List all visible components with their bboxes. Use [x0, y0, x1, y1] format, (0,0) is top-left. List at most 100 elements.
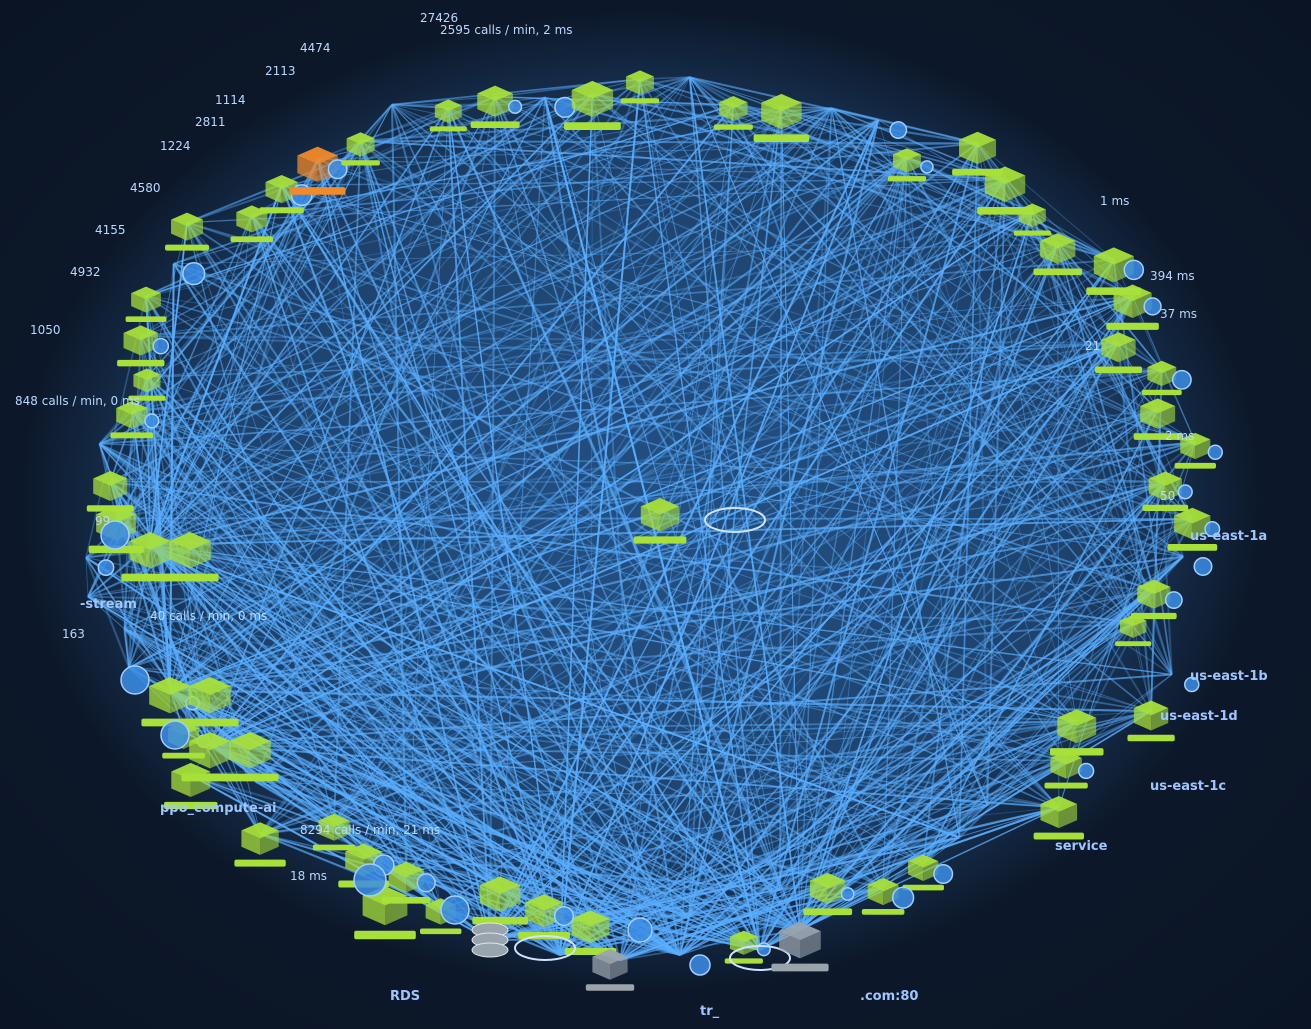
dependency-edge[interactable] [619, 259, 1115, 961]
dependency-edge[interactable] [688, 243, 1059, 918]
dependency-edge[interactable] [281, 184, 801, 931]
dependency-edge[interactable] [440, 907, 681, 956]
dependency-edge[interactable] [363, 481, 1166, 856]
dependency-edge[interactable] [1076, 622, 1134, 722]
dependency-edge[interactable] [131, 76, 691, 412]
dependency-edge[interactable] [140, 93, 593, 337]
dependency-edge[interactable] [679, 295, 1134, 956]
dependency-edge[interactable] [281, 184, 1196, 443]
dependency-edge[interactable] [169, 689, 681, 956]
service-node[interactable] [110, 401, 154, 439]
dependency-edge[interactable] [169, 688, 1152, 713]
dependency-edge[interactable] [87, 595, 1134, 624]
dependency-edge[interactable] [958, 409, 1159, 838]
dependency-edge[interactable] [173, 263, 745, 940]
dependency-edge[interactable] [209, 744, 1059, 809]
service-node[interactable] [472, 876, 529, 925]
service-node[interactable] [234, 822, 286, 867]
service-node[interactable] [165, 212, 210, 251]
dependency-edge[interactable] [209, 104, 735, 746]
dependency-edge[interactable] [183, 243, 1059, 732]
dependency-edge[interactable] [128, 178, 1006, 669]
dependency-edge[interactable] [109, 481, 761, 951]
dependency-edge[interactable] [619, 589, 1155, 961]
dependency-edge[interactable] [281, 184, 745, 940]
dependency-edge[interactable] [1132, 518, 1194, 624]
dependency-edge[interactable] [149, 544, 884, 889]
dependency-edge[interactable] [906, 156, 961, 838]
dependency-edge[interactable] [494, 96, 641, 908]
service-node[interactable] [181, 677, 239, 727]
dependency-edge[interactable] [1004, 178, 1194, 520]
dependency-edge[interactable] [98, 442, 884, 889]
service-node[interactable] [86, 471, 134, 512]
dependency-edge[interactable] [110, 368, 1162, 483]
dependency-edge[interactable] [209, 673, 1172, 746]
dependency-edge[interactable] [360, 95, 496, 142]
dependency-edge[interactable] [85, 408, 1158, 559]
dependency-edge[interactable] [759, 295, 1134, 951]
dependency-edge[interactable] [679, 481, 1166, 956]
dependency-edge[interactable] [149, 544, 1152, 713]
dependency-edge[interactable] [363, 156, 908, 856]
dependency-edge[interactable] [799, 156, 908, 931]
dependency-edge[interactable] [639, 906, 681, 956]
dependency-edge[interactable] [799, 863, 924, 931]
dependency-edge[interactable] [590, 243, 1059, 923]
dependency-edge[interactable] [679, 104, 735, 956]
dependency-edge[interactable] [494, 96, 1166, 483]
dependency-edge[interactable] [169, 96, 496, 691]
dependency-edge[interactable] [333, 156, 908, 824]
dependency-edge[interactable] [1150, 590, 1155, 712]
service-node[interactable] [1033, 796, 1085, 840]
dependency-edge[interactable] [169, 93, 594, 691]
dependency-edge[interactable] [591, 93, 1155, 591]
dependency-edge[interactable] [146, 296, 1133, 378]
dependency-edge[interactable] [780, 105, 1152, 712]
service-node[interactable] [563, 80, 621, 131]
dependency-edge[interactable] [149, 544, 690, 918]
dependency-edge[interactable] [169, 689, 561, 956]
dependency-edge[interactable] [333, 296, 1133, 824]
dependency-edge[interactable] [109, 376, 148, 482]
dependency-edge[interactable] [977, 143, 1078, 722]
dependency-edge[interactable] [591, 92, 1184, 558]
external-service-icon[interactable] [514, 935, 576, 961]
dependency-edge[interactable] [363, 156, 908, 856]
dependency-edge[interactable] [99, 443, 801, 931]
dependency-edge[interactable] [830, 107, 1159, 410]
dependency-edge[interactable] [99, 443, 1166, 483]
dependency-edge[interactable] [679, 555, 1184, 956]
dependency-edge[interactable] [128, 667, 1077, 723]
dependency-edge[interactable] [1057, 243, 1166, 483]
service-node[interactable] [125, 286, 167, 322]
dependency-edge[interactable] [115, 107, 832, 519]
dependency-edge[interactable] [171, 78, 641, 694]
dependency-edge[interactable] [759, 156, 908, 951]
service-node[interactable] [585, 949, 635, 991]
dependency-edge[interactable] [489, 178, 1006, 941]
dependency-edge[interactable] [99, 443, 801, 931]
dependency-edge[interactable] [140, 259, 1114, 338]
external-service-icon[interactable] [704, 507, 766, 533]
dependency-edge[interactable] [976, 143, 1134, 624]
dependency-edge[interactable] [489, 119, 880, 941]
dependency-edge[interactable] [688, 156, 908, 918]
dependency-edge[interactable] [619, 369, 1163, 961]
service-node[interactable] [128, 368, 166, 401]
dependency-edge[interactable] [169, 689, 761, 951]
dependency-edge[interactable] [140, 335, 1162, 371]
dependency-edge[interactable] [149, 104, 393, 546]
external-service-icon[interactable] [729, 945, 791, 971]
dependency-edge[interactable] [877, 119, 1067, 762]
service-node[interactable] [354, 886, 416, 940]
dependency-edge[interactable] [799, 481, 1166, 931]
dependency-edge[interactable] [906, 156, 1078, 722]
dependency-edge[interactable] [99, 443, 761, 951]
dependency-edge[interactable] [115, 140, 362, 519]
dependency-edge[interactable] [619, 481, 1166, 961]
dependency-edge[interactable] [333, 76, 691, 824]
dependency-edge[interactable] [1056, 243, 1155, 591]
dependency-edge[interactable] [173, 263, 1184, 558]
